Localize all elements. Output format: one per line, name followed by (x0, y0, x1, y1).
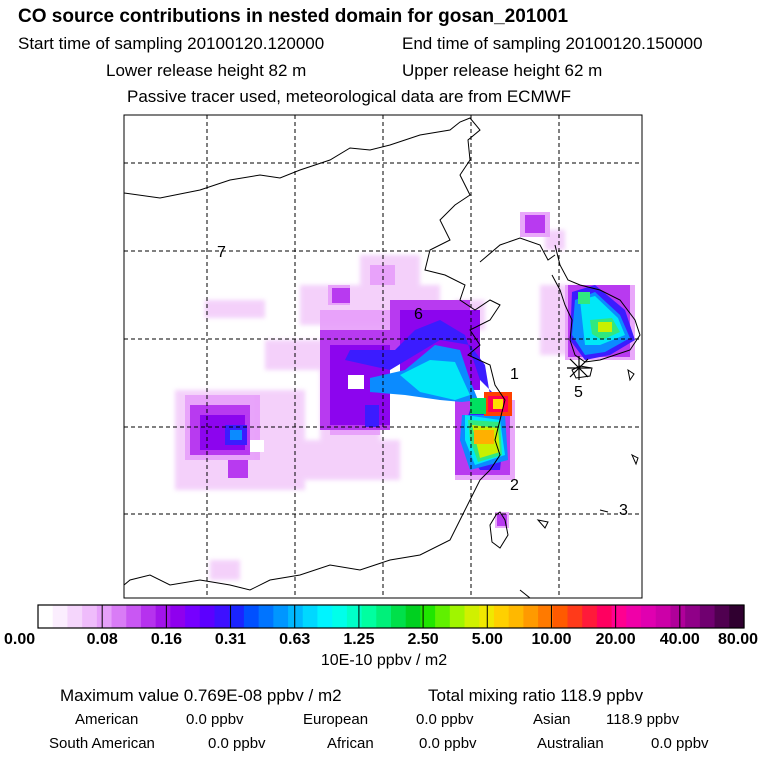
south-american-label: South American (49, 735, 155, 752)
colorbar-swatch (96, 605, 113, 628)
colorbar-swatch (405, 605, 422, 628)
colorbar-swatch (611, 605, 627, 628)
colorbar-swatch (493, 605, 510, 628)
colorbar-swatch (52, 605, 69, 628)
american-label: American (75, 711, 139, 728)
colorbar-swatch (38, 605, 54, 628)
colorbar-swatch (508, 605, 524, 628)
colorbar-swatch (449, 605, 466, 628)
colorbar-swatch (67, 605, 83, 628)
colorbar-swatch (346, 605, 363, 628)
australian-label: Australian (537, 735, 604, 752)
european-value: 0.0 ppbv (416, 711, 474, 728)
colorbar-swatch (82, 605, 98, 628)
colorbar-swatch (626, 605, 642, 628)
colorbar-swatch (729, 605, 745, 628)
colorbar-tick-label: 0.16 (151, 631, 182, 648)
colorbar-swatch (185, 605, 201, 628)
colorbar-swatch (714, 605, 730, 628)
colorbar-swatch (111, 605, 127, 628)
american-value: 0.0 ppbv (186, 711, 244, 728)
colorbar-swatch (435, 605, 451, 628)
colorbar-tick-labels: 0.00 0.08 0.16 0.31 0.63 1.25 2.50 5.00 10.00 20.… (4, 605, 758, 648)
colorbar-swatch (199, 605, 216, 628)
start-time-label: Start time of sampling 20100120.120000 (18, 34, 325, 53)
gosan-receptor-marker (567, 356, 591, 380)
tracer-info-label: Passive tracer used, meteorological data… (127, 87, 572, 106)
african-value: 0.0 ppbv (419, 735, 477, 752)
colorbar-swatch (155, 605, 171, 628)
colorbar-swatch (243, 605, 260, 628)
colorbar-swatch (214, 605, 230, 628)
colorbar-swatch (582, 605, 598, 628)
colorbar-tick-label: 0.31 (215, 631, 246, 648)
concentration-field (175, 212, 635, 580)
max-value-label: Maximum value 0.769E-08 ppbv / m2 (60, 686, 342, 705)
map-frame (123, 114, 643, 599)
end-time-label: End time of sampling 20100120.150000 (402, 34, 703, 53)
region-label-6: 6 (414, 306, 423, 323)
plot-title: CO source contributions in nested domain… (18, 6, 569, 27)
colorbar-swatch (523, 605, 539, 628)
colorbar-swatch (288, 605, 304, 628)
colorbar-tick-label: 5.00 (472, 631, 503, 648)
colorbar-swatch (140, 605, 157, 628)
colorbar-swatch (126, 605, 142, 628)
african-label: African (327, 735, 374, 752)
colorbar-swatch (464, 605, 480, 628)
region-label-2: 2 (510, 477, 519, 494)
colorbar-tick-label: 2.50 (408, 631, 439, 648)
colorbar-swatch (670, 605, 686, 628)
colorbar-swatch (567, 605, 583, 628)
colorbar-swatch (170, 605, 186, 628)
colorbar-swatch (376, 605, 392, 628)
colorbar-swatch (596, 605, 613, 628)
south-american-value: 0.0 ppbv (208, 735, 266, 752)
colorbar-swatch (685, 605, 701, 628)
colorbar-tick-label: 10.00 (531, 631, 571, 648)
colorbar-frame (37, 604, 745, 629)
region-label-1: 1 (510, 366, 519, 383)
colorbar-tick-label: 40.00 (660, 631, 700, 648)
colorbar-tick-label: 0.63 (279, 631, 310, 648)
colorbar-swatch (655, 605, 672, 628)
colorbar-swatch (538, 605, 554, 628)
asian-label: Asian (533, 711, 571, 728)
colorbar-swatch (361, 605, 377, 628)
colorbar-swatch (391, 605, 407, 628)
colorbar-swatch (420, 605, 436, 628)
colorbar-tick-label: 1.25 (343, 631, 374, 648)
colorbar-swatch (273, 605, 289, 628)
asian-value: 118.9 ppbv (606, 711, 680, 728)
total-mixing-ratio-label: Total mixing ratio 118.9 ppbv (428, 686, 644, 705)
region-label-5: 5 (574, 384, 583, 401)
australian-value: 0.0 ppbv (651, 735, 709, 752)
colorbar-tick-label: 80.00 (718, 631, 758, 648)
upper-release-height-label: Upper release height 62 m (402, 61, 603, 80)
colorbar-tick-label: 0.00 (4, 631, 35, 648)
colorbar-swatch (641, 605, 657, 628)
european-label: European (303, 711, 369, 728)
colorbar-swatch (552, 605, 569, 628)
region-label-3: 3 (619, 502, 628, 519)
colorbar-swatch (332, 605, 348, 628)
colorbar-swatch (229, 605, 245, 628)
colorbar (38, 605, 745, 628)
colorbar-swatch (258, 605, 274, 628)
colorbar-swatch (699, 605, 716, 628)
colorbar-tick-label: 20.00 (596, 631, 636, 648)
region-label-7: 7 (217, 244, 226, 261)
colorbar-unit-label: 10E-10 ppbv / m2 (320, 652, 448, 669)
colorbar-tick-label: 0.08 (87, 631, 118, 648)
colorbar-swatch (317, 605, 333, 628)
lat-lon-grid (124, 115, 642, 598)
colorbar-swatch (302, 605, 319, 628)
lower-release-height-label: Lower release height 82 m (106, 61, 307, 80)
